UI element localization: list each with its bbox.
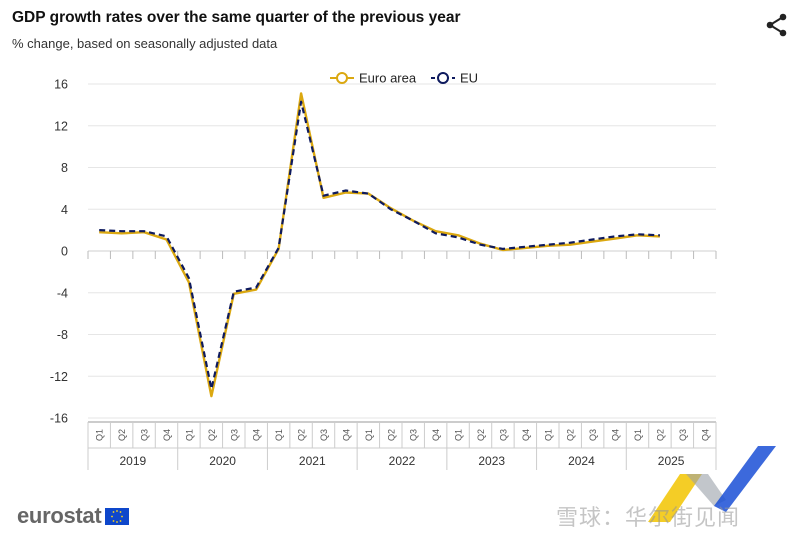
x-tick-label-quarter: Q1 bbox=[274, 429, 284, 441]
x-tick-label-quarter: Q2 bbox=[655, 429, 665, 441]
x-tick-label-quarter: Q2 bbox=[207, 429, 217, 441]
y-tick-label: 12 bbox=[54, 119, 68, 133]
x-tick-label-year: 2021 bbox=[299, 454, 326, 468]
x-tick-label-quarter: Q1 bbox=[184, 429, 194, 441]
y-tick-label: -16 bbox=[50, 412, 68, 426]
legend-marker-euro-area bbox=[336, 72, 348, 84]
legend-label-euro-area: Euro area bbox=[359, 71, 417, 86]
x-tick-label-quarter: Q3 bbox=[140, 429, 150, 441]
x-tick-label-quarter: Q3 bbox=[319, 429, 329, 441]
y-tick-label: -12 bbox=[50, 370, 68, 384]
x-tick-label-quarter: Q1 bbox=[364, 429, 374, 441]
y-tick-label: 4 bbox=[61, 203, 68, 217]
legend-label-eu: EU bbox=[460, 71, 478, 86]
x-tick-label-quarter: Q1 bbox=[454, 429, 464, 441]
x-tick-label-quarter: Q4 bbox=[341, 429, 351, 441]
x-tick-label-year: 2020 bbox=[209, 454, 236, 468]
x-tick-label-quarter: Q4 bbox=[162, 429, 172, 441]
x-tick-label-quarter: Q2 bbox=[117, 429, 127, 441]
series-line-euro-area bbox=[99, 92, 660, 398]
logo-text: eurostat bbox=[17, 503, 102, 528]
chart-title: GDP growth rates over the same quarter o… bbox=[12, 9, 461, 26]
x-tick-label-year: 2023 bbox=[478, 454, 505, 468]
x-tick-label-quarter: Q4 bbox=[431, 429, 441, 441]
x-tick-label-year: 2024 bbox=[568, 454, 595, 468]
x-tick-label-quarter: Q1 bbox=[543, 429, 553, 441]
series-line-eu bbox=[99, 100, 660, 390]
x-tick-label-quarter: Q3 bbox=[588, 429, 598, 441]
eurostat-logo: eurostat bbox=[17, 503, 130, 529]
x-tick-label-quarter: Q4 bbox=[700, 429, 710, 441]
y-tick-label: -4 bbox=[57, 286, 68, 300]
chart-subtitle: % change, based on seasonally adjusted d… bbox=[12, 36, 278, 51]
x-tick-label-quarter: Q1 bbox=[633, 429, 643, 441]
x-tick-label-quarter: Q2 bbox=[297, 429, 307, 441]
x-tick-label-quarter: Q3 bbox=[409, 429, 419, 441]
x-tick-label-year: 2019 bbox=[120, 454, 147, 468]
x-tick-label-quarter: Q3 bbox=[498, 429, 508, 441]
x-tick-label-year: 2025 bbox=[658, 454, 685, 468]
x-tick-label-quarter: Q3 bbox=[678, 429, 688, 441]
y-tick-label: 0 bbox=[61, 245, 68, 259]
x-tick-label-quarter: Q4 bbox=[252, 429, 262, 441]
x-tick-label-quarter: Q4 bbox=[611, 429, 621, 441]
x-tick-label-quarter: Q4 bbox=[521, 429, 531, 441]
watermark-text: 雪球：华尔街见闻 bbox=[556, 505, 741, 530]
x-tick-label-quarter: Q2 bbox=[566, 429, 576, 441]
x-tick-label-quarter: Q2 bbox=[476, 429, 486, 441]
y-tick-label: 16 bbox=[54, 78, 68, 92]
share-icon[interactable] bbox=[764, 12, 790, 38]
x-tick-label-quarter: Q3 bbox=[229, 429, 239, 441]
y-tick-label: -8 bbox=[57, 328, 68, 342]
y-tick-label: 8 bbox=[61, 161, 68, 175]
x-tick-label-quarter: Q2 bbox=[386, 429, 396, 441]
legend-marker-eu bbox=[437, 72, 449, 84]
x-tick-label-year: 2022 bbox=[389, 454, 416, 468]
eu-flag-icon bbox=[105, 507, 130, 525]
x-tick-label-quarter: Q1 bbox=[95, 429, 105, 441]
watermark-graphic bbox=[640, 444, 780, 529]
